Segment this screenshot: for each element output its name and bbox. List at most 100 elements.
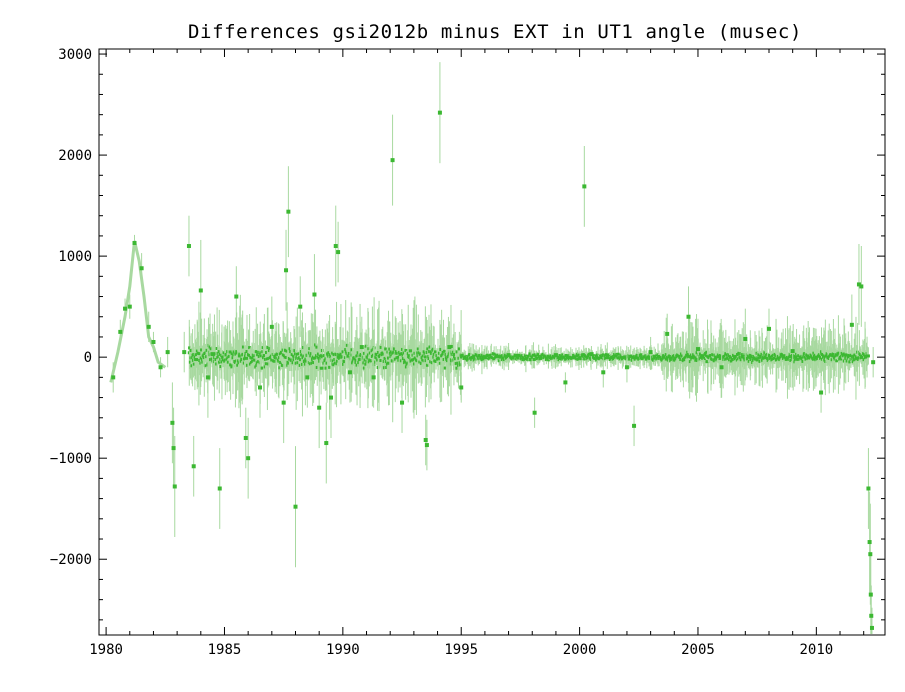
data-point (867, 540, 872, 545)
data-point (165, 350, 170, 355)
band-point (388, 347, 392, 351)
data-point (849, 322, 854, 327)
band-point (617, 352, 621, 356)
band-point (453, 357, 457, 361)
band-point (727, 358, 731, 362)
band-point (245, 350, 249, 354)
band-point (473, 354, 477, 358)
band-point (217, 350, 221, 354)
data-point (123, 306, 128, 311)
band-point (238, 354, 242, 358)
band-point (431, 347, 435, 351)
band-point (300, 353, 304, 357)
band-point (695, 356, 699, 360)
band-point (778, 358, 782, 362)
data-point (293, 504, 298, 509)
band-point (592, 354, 596, 358)
band-point (262, 354, 266, 358)
data-point (400, 400, 405, 405)
band-point (259, 354, 263, 358)
band-point (542, 355, 546, 359)
data-point (118, 329, 123, 334)
band-point (239, 359, 243, 363)
band-point (389, 350, 393, 354)
band-point (206, 343, 210, 347)
band-point (520, 354, 524, 358)
band-point (347, 351, 351, 355)
data-point (298, 304, 303, 309)
band-point (565, 357, 569, 361)
data-point (743, 336, 748, 341)
data-point (766, 326, 771, 331)
band-point (277, 356, 281, 360)
data-point (447, 345, 452, 350)
x-tick-label: 2010 (799, 642, 833, 658)
band-point (376, 358, 380, 362)
band-point (455, 350, 459, 354)
band-point (325, 361, 329, 365)
band-point (678, 355, 682, 359)
data-point (324, 441, 329, 446)
band-point (448, 350, 452, 354)
band-point (333, 361, 337, 365)
band-point (290, 358, 294, 362)
band-point (575, 354, 579, 358)
data-point (305, 375, 310, 380)
x-tick-label: 1990 (326, 642, 360, 658)
band-point (442, 352, 446, 356)
data-point (371, 375, 376, 380)
band-point (595, 358, 599, 362)
band-point (654, 354, 658, 358)
band-point (327, 351, 331, 355)
band-point (218, 352, 222, 356)
data-point (869, 613, 874, 618)
data-point (624, 365, 629, 370)
band-point (310, 361, 314, 365)
band-point (289, 350, 293, 354)
band-point (619, 353, 623, 357)
band-point (231, 356, 235, 360)
band-point (468, 353, 472, 357)
data-point (632, 423, 637, 428)
data-point (281, 400, 286, 405)
band-point (577, 353, 581, 357)
band-point (189, 349, 193, 353)
early-curve (109, 240, 167, 383)
band-point (349, 357, 353, 361)
band-point (746, 356, 750, 360)
band-point (301, 356, 305, 360)
band-point (639, 353, 643, 357)
band-point (404, 365, 408, 369)
y-tick-label: 2000 (58, 148, 92, 164)
band-point (335, 359, 339, 363)
data-point (234, 294, 239, 299)
band-point (372, 363, 376, 367)
band-point (251, 355, 255, 359)
data-point (139, 266, 144, 271)
band-point (664, 353, 668, 357)
band-point (319, 366, 323, 370)
band-point (528, 352, 532, 356)
band-point (224, 353, 228, 357)
data-point (553, 353, 558, 358)
data-point (359, 345, 364, 350)
band-point (379, 358, 383, 362)
data-point (151, 340, 156, 344)
band-point (384, 347, 388, 351)
plot-frame (98, 48, 886, 636)
band-point (410, 349, 414, 353)
band-point (256, 353, 260, 357)
band-point (531, 353, 535, 357)
band-point (315, 365, 319, 369)
band-point (454, 362, 458, 366)
band-point (536, 356, 540, 360)
data-point (819, 390, 824, 395)
band-point (819, 356, 823, 360)
band-point (209, 347, 213, 351)
band-point (593, 356, 597, 360)
band-point (332, 363, 336, 367)
band-point (275, 352, 279, 356)
band-point (433, 350, 437, 354)
band-point (351, 361, 355, 365)
data-point (582, 184, 587, 189)
